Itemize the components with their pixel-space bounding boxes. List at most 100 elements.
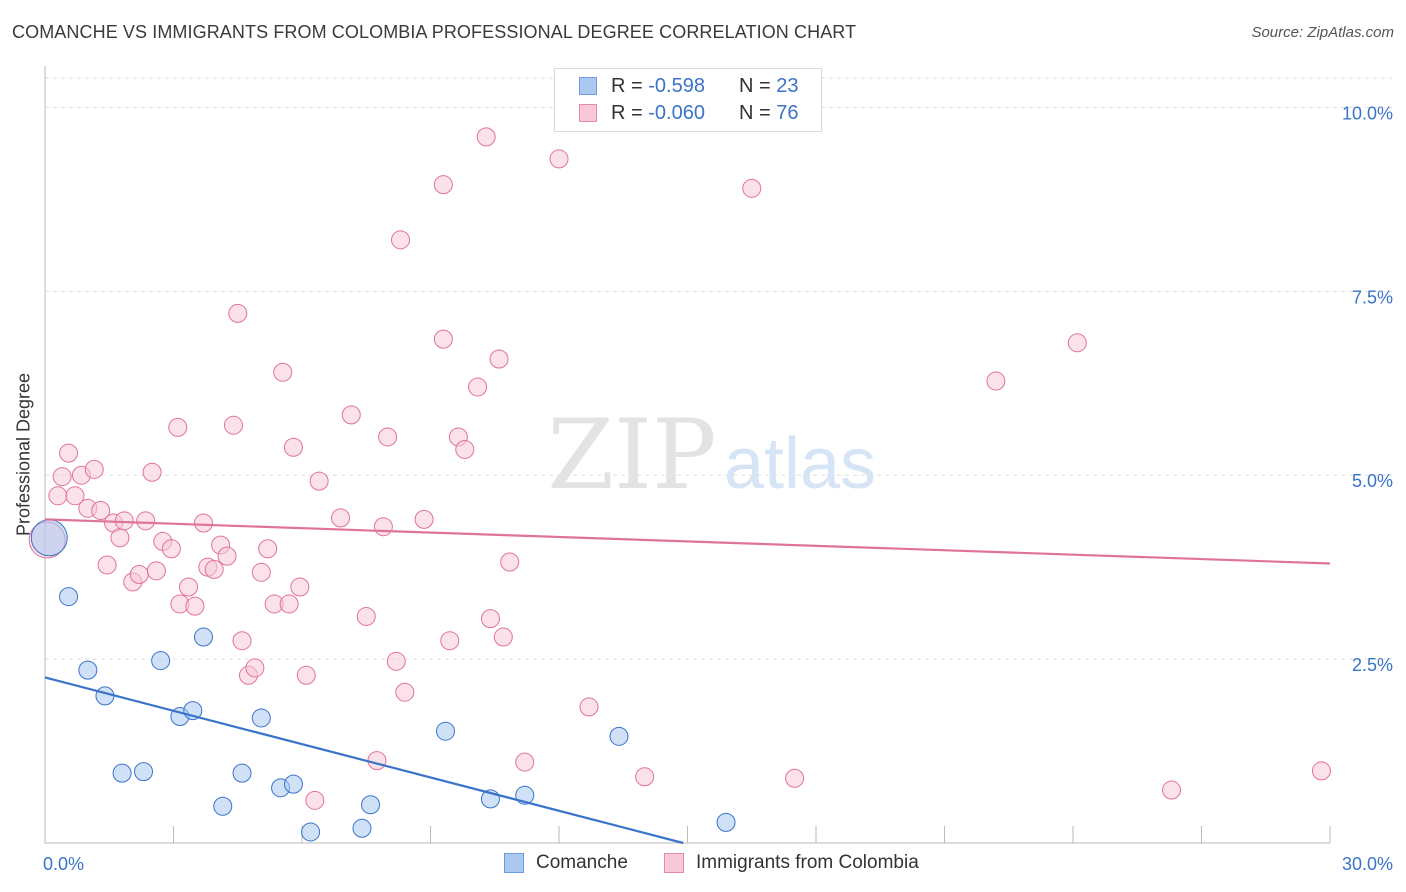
colombia-point [136, 511, 156, 531]
colombia-point [515, 752, 535, 772]
colombia-point [91, 501, 111, 521]
colombia-point [52, 467, 72, 487]
colombia-point [489, 349, 509, 369]
comanche-point [213, 796, 233, 816]
colombia-point [433, 175, 453, 195]
colombia-point [455, 439, 475, 459]
colombia-point [635, 767, 655, 787]
colombia-point [386, 651, 406, 671]
colombia-point [468, 377, 488, 397]
comanche-point [193, 627, 213, 647]
colombia-point [228, 303, 248, 323]
colombia-point [493, 627, 513, 647]
comanche-point [251, 708, 271, 728]
colombia-point [440, 631, 460, 651]
colombia-point [258, 539, 278, 559]
bottom-legend-swatch-colombia [664, 853, 684, 873]
colombia-point [1067, 333, 1087, 353]
y-tick-label: 2.5% [1352, 655, 1393, 675]
correlation-legend: R = -0.598 N = 23 R = -0.060 N = 76 [554, 68, 822, 132]
colombia-point [142, 462, 162, 482]
colombia-point [48, 486, 68, 506]
colombia-point [296, 665, 316, 685]
x-tick-label: 0.0% [43, 854, 84, 874]
colombia-point [283, 437, 303, 457]
colombia-point [480, 609, 500, 629]
y-tick-label: 5.0% [1352, 471, 1393, 491]
colombia-point [273, 362, 293, 382]
comanche-point [283, 774, 303, 794]
colombia-point [433, 329, 453, 349]
colombia-point [549, 149, 569, 169]
comanche-point [301, 822, 321, 842]
colombia-point [367, 751, 387, 771]
comanche-point [30, 519, 68, 557]
colombia-point [290, 577, 310, 597]
source-label: Source: ZipAtlas.com [1251, 24, 1394, 41]
colombia-point [217, 546, 237, 566]
y-axis-label: Professional Degree [13, 372, 34, 537]
comanche-point [78, 660, 98, 680]
colombia-point [110, 528, 130, 548]
colombia-point [500, 552, 520, 572]
colombia-point [986, 371, 1006, 391]
legend-n: N = 76 [739, 102, 799, 124]
colombia-point [341, 405, 361, 425]
colombia-point [178, 577, 198, 597]
colombia-point [245, 658, 265, 678]
comanche-point [112, 763, 132, 783]
comanche-point [95, 686, 115, 706]
comanche-point [361, 795, 381, 815]
colombia-point [373, 517, 393, 537]
comanche-point [232, 763, 252, 783]
colombia-point [331, 508, 351, 528]
colombia-point [251, 562, 271, 582]
colombia-point [414, 509, 434, 529]
legend-r: R = -0.060 [611, 102, 705, 124]
y-tick-label: 10.0% [1342, 103, 1393, 123]
colombia-point [59, 443, 79, 463]
colombia-point [193, 513, 213, 533]
trend-lines [44, 518, 1331, 845]
comanche-points [30, 519, 736, 842]
colombia-point [129, 565, 149, 585]
watermark-zip: ZIP [547, 399, 716, 511]
colombia-point [185, 596, 205, 616]
colombia-point [378, 427, 398, 447]
colombia-point [785, 768, 805, 788]
x-tick-label: 30.0% [1342, 854, 1393, 874]
y-tick-label: 7.5% [1352, 287, 1393, 307]
legend-swatch-comanche [579, 77, 597, 95]
colombia-point [204, 559, 224, 579]
colombia-trend-line [44, 518, 1331, 565]
comanche-point [352, 818, 372, 838]
comanche-point [59, 587, 79, 607]
colombia-point [232, 631, 252, 651]
bottom-legend-label-comanche: Comanche [536, 852, 628, 873]
comanche-point [134, 762, 154, 782]
comanche-point [435, 721, 455, 741]
colombia-point [395, 682, 415, 702]
colombia-point [356, 606, 376, 626]
colombia-point [742, 178, 762, 198]
watermark: ZIP atlas [547, 399, 876, 511]
colombia-point [279, 594, 299, 614]
comanche-trend-line [44, 676, 684, 845]
colombia-point [579, 697, 599, 717]
legend-swatch-colombia [579, 104, 597, 122]
colombia-point [168, 417, 188, 437]
colombia-point [309, 471, 329, 491]
colombia-point [305, 790, 325, 810]
watermark-atlas: atlas [724, 424, 876, 504]
colombia-point [161, 539, 181, 559]
colombia-point [476, 127, 496, 147]
comanche-point [151, 651, 171, 671]
colombia-point [391, 230, 411, 250]
gridlines [45, 77, 1392, 660]
colombia-point [146, 561, 166, 581]
colombia-point [84, 459, 104, 479]
legend-r: R = -0.598 [611, 75, 705, 97]
colombia-point [1162, 780, 1182, 800]
tick-labels: 2.5% 5.0% 7.5% 10.0% 0.0% 30.0% [43, 103, 1393, 874]
